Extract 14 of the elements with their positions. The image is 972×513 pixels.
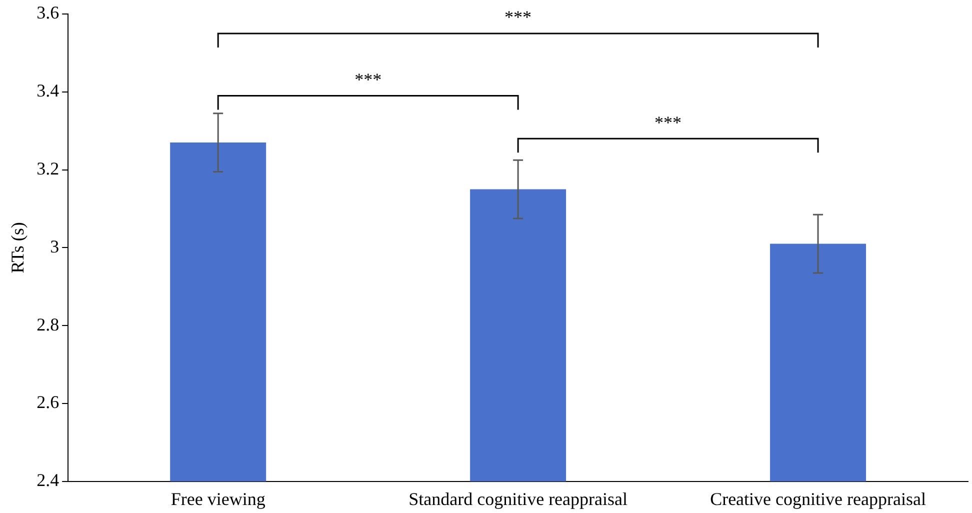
x-tick-label: Creative cognitive reappraisal <box>710 488 926 509</box>
x-tick-label: Free viewing <box>170 488 266 509</box>
y-tick-label: 2.6 <box>36 392 60 412</box>
annotation: *** <box>354 70 382 90</box>
annotation: *** <box>654 112 682 132</box>
y-tick-label: 2.8 <box>36 314 60 334</box>
y-tick-label: 3.4 <box>36 80 60 101</box>
y-tick-label: 2.4 <box>36 470 60 490</box>
y-tick-label: 3.6 <box>36 2 60 23</box>
annotation: *** <box>504 7 532 28</box>
y-tick-label: 3.2 <box>36 158 60 179</box>
y-axis-title: RTs (s) <box>8 222 28 274</box>
x-tick-label: Standard cognitive reappraisal <box>408 488 628 509</box>
y-tick-label: 3 <box>50 236 60 256</box>
